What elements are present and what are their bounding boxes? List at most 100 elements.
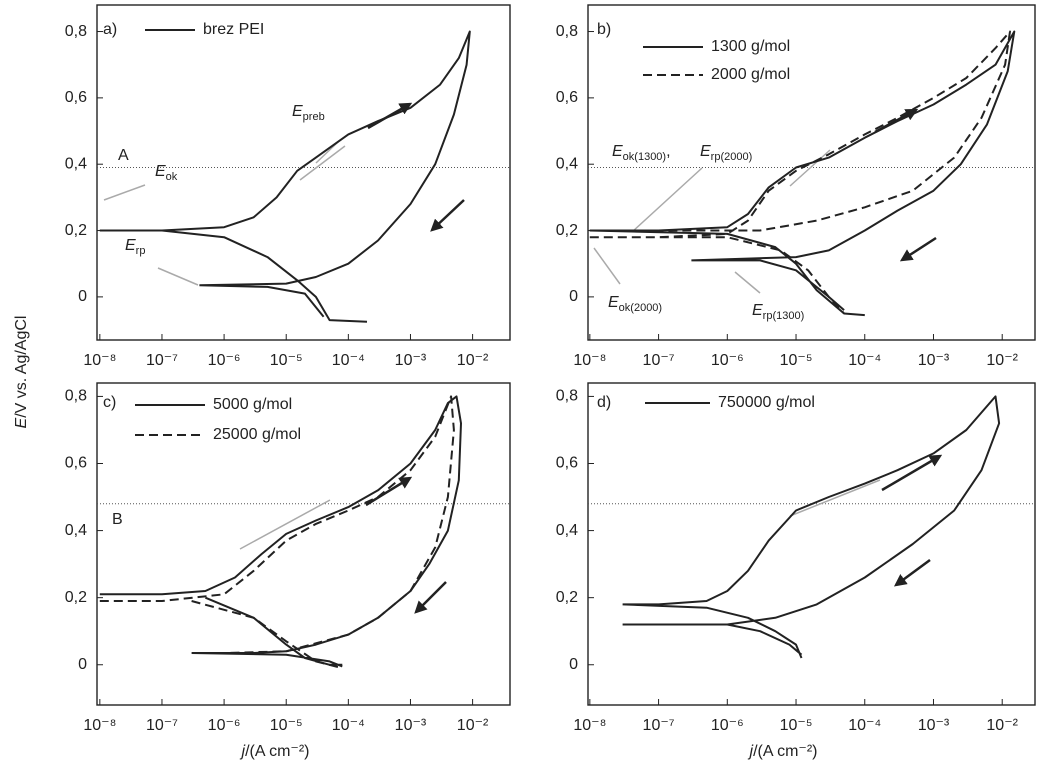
x-tick-label: 10⁻⁴	[848, 717, 881, 734]
x-tick-label: 10⁻³	[395, 352, 427, 369]
series-line	[99, 395, 455, 670]
x-tick-label: 10⁻⁸	[83, 352, 116, 369]
y-tick-label: 0,6	[556, 455, 578, 472]
y-tick-label: 0,6	[556, 89, 578, 106]
y-tick-label: 0	[569, 288, 578, 305]
panel-label: c)	[103, 394, 116, 411]
x-tick-label: 10⁻⁵	[780, 717, 813, 734]
legend-label: 25000 g/mol	[213, 426, 301, 443]
y-tick-label: 0,8	[556, 388, 578, 405]
x-tick-label: 10⁻⁴	[332, 352, 365, 369]
plot-frame	[587, 4, 1036, 341]
subscript: rp(1300)	[763, 310, 805, 322]
x-tick-label: 10⁻⁸	[83, 717, 116, 734]
symbol: E	[13, 417, 30, 428]
symbol: E	[155, 163, 166, 180]
y-tick-label: 0,2	[65, 589, 87, 606]
x-tick-label: 10⁻²	[457, 717, 489, 734]
symbol: E	[752, 302, 763, 319]
y-tick-label: 0	[569, 656, 578, 673]
x-tick-label: 10⁻⁸	[573, 717, 606, 734]
pointer-line	[299, 145, 346, 181]
series-line	[99, 30, 471, 323]
y-tick-label: 0,4	[65, 155, 87, 172]
x-tick-label: 10⁻⁵	[780, 352, 813, 369]
subscript: ok(2000)	[619, 302, 662, 314]
subscript: preb	[303, 111, 325, 123]
direction-arrow	[893, 558, 931, 587]
y-tick-label: 0	[78, 288, 87, 305]
panel-label: b)	[597, 21, 611, 38]
direction-arrow	[881, 454, 943, 492]
x-tick-label: 10⁻⁷	[146, 352, 178, 369]
legend-label: brez PEI	[203, 21, 264, 38]
reference-label: A	[118, 147, 129, 164]
x-tick-label: 10⁻²	[986, 717, 1018, 734]
legend-label: 5000 g/mol	[213, 396, 292, 413]
legend-label: 1300 g/mol	[711, 38, 790, 55]
x-tick-label: 10⁻²	[457, 352, 489, 369]
symbol: E	[612, 143, 623, 160]
y-tick-label: 0,4	[556, 155, 578, 172]
direction-arrow	[430, 199, 465, 232]
pointer-line	[789, 479, 881, 517]
y-axis-label: E/V vs. Ag/AgCl	[13, 316, 30, 429]
y-tick-label: 0,2	[556, 589, 578, 606]
y-tick-label: 0,2	[65, 222, 87, 239]
subscript: rp(2000)	[711, 151, 753, 163]
x-tick-label: 10⁻³	[395, 717, 427, 734]
series-line	[589, 30, 1016, 317]
pointer-line	[157, 267, 199, 286]
plot-frame	[96, 382, 511, 706]
y-tick-label: 0,6	[65, 455, 87, 472]
x-axis-label: j/(A cm⁻²)	[240, 743, 310, 760]
symbol: E	[700, 143, 711, 160]
annotation: Erp(2000)	[700, 143, 752, 163]
symbol: E	[608, 294, 619, 311]
pointer-line	[103, 184, 146, 201]
pointer-line	[789, 149, 831, 187]
direction-arrow	[414, 581, 447, 614]
panel-label: a)	[103, 21, 117, 38]
subscript: rp	[136, 245, 146, 257]
panel-label: d)	[597, 394, 611, 411]
plot-frame	[96, 4, 511, 341]
annotation: Eok(2000)	[608, 294, 662, 314]
symbol: E	[125, 237, 136, 254]
y-tick-label: 0,4	[556, 522, 578, 539]
x-tick-label: 10⁻⁴	[332, 717, 365, 734]
x-tick-label: 10⁻²	[986, 352, 1018, 369]
x-tick-label: 10⁻⁷	[643, 717, 675, 734]
y-tick-label: 0,8	[65, 23, 87, 40]
annotation: Epreb	[292, 103, 325, 123]
pointer-line	[631, 167, 703, 233]
y-tick-label: 0,4	[65, 522, 87, 539]
annotation: Erp(1300)	[752, 302, 804, 322]
x-tick-label: 10⁻⁶	[711, 717, 744, 734]
symbol: j	[748, 743, 754, 760]
symbol: E	[292, 103, 303, 120]
unit: /V vs. Ag/AgCl	[13, 316, 30, 418]
legend-label: 2000 g/mol	[711, 66, 790, 83]
x-tick-label: 10⁻³	[918, 352, 950, 369]
subscript: ok	[166, 171, 178, 183]
y-tick-label: 0	[78, 656, 87, 673]
legend-label: 750000 g/mol	[718, 394, 815, 411]
series-line	[622, 395, 1001, 659]
subscript: ok(1300)	[623, 151, 666, 163]
unit: /(A cm⁻²)	[245, 743, 309, 760]
x-axis-label: j/(A cm⁻²)	[748, 743, 818, 760]
unit: /(A cm⁻²)	[753, 743, 817, 760]
reference-label: B	[112, 511, 123, 528]
y-tick-label: 0,8	[65, 388, 87, 405]
y-tick-label: 0,2	[556, 222, 578, 239]
x-tick-label: 10⁻⁸	[573, 352, 606, 369]
x-tick-label: 10⁻⁶	[711, 352, 744, 369]
x-tick-label: 10⁻⁵	[270, 717, 303, 734]
pointer-line	[239, 499, 331, 550]
x-tick-label: 10⁻⁶	[208, 352, 241, 369]
direction-arrow	[899, 236, 937, 262]
series-line	[589, 30, 1011, 315]
y-tick-label: 0,8	[556, 23, 578, 40]
